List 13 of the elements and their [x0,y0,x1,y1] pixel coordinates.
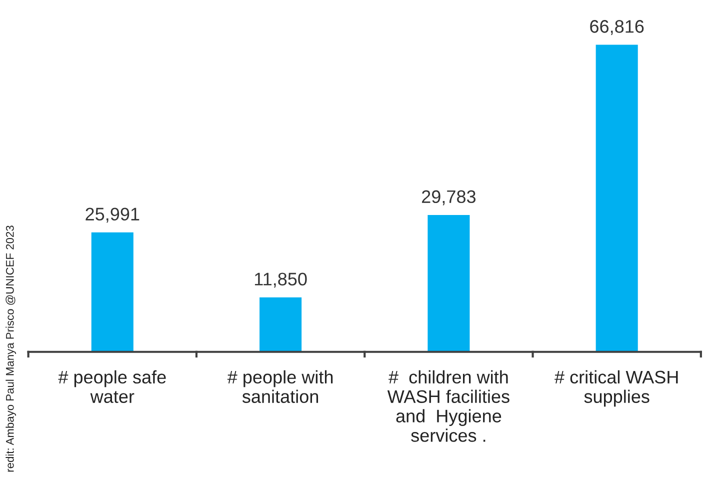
data-label: 29,783 [422,190,476,206]
data-label: 66,816 [590,20,644,35]
x-tick-label: # people with sanitation [227,370,333,403]
text: redit: Ambayo Paul Manya Prisco @UNICEF 2023 [6,226,16,472]
bar [596,44,638,352]
data-label: 25,991 [86,208,140,223]
bar [428,214,470,352]
bar [91,232,134,352]
x-tick-label: # children with WASH facilities and Hygiene services . [387,370,510,442]
bar [260,297,302,352]
x-tick-label: # people safe water [58,370,166,403]
x-tick-label: # critical WASH supplies [554,370,678,407]
data-label: 11,850 [254,272,307,288]
